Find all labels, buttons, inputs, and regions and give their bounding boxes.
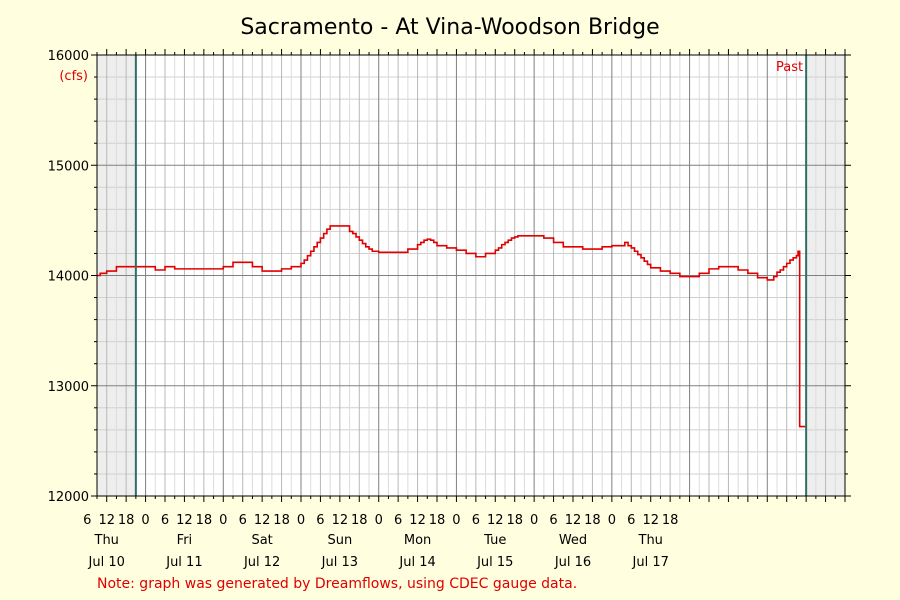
y-tick-label: 13000: [48, 380, 89, 395]
flow-series-line: [97, 225, 807, 428]
x-hour-tick-label: 12: [98, 513, 115, 528]
x-hour-tick-label: 0: [375, 513, 383, 528]
x-hour-tick-label: 0: [297, 513, 305, 528]
past-label: Past: [776, 60, 803, 75]
x-hour-tick-label: 12: [409, 513, 426, 528]
x-hour-tick-label: 18: [662, 513, 679, 528]
chart-title: Sacramento - At Vina-Woodson Bridge: [240, 15, 659, 40]
x-weekday-label: Wed: [559, 533, 587, 548]
x-date-label: Jul 16: [554, 555, 591, 570]
x-hour-tick-label: 6: [472, 513, 480, 528]
x-date-label: Jul 11: [165, 555, 202, 570]
x-weekday-label: Thu: [638, 533, 663, 548]
x-hour-tick-label: 6: [239, 513, 247, 528]
x-hour-tick-label: 0: [141, 513, 149, 528]
x-weekday-label: Tue: [483, 533, 506, 548]
x-hour-tick-label: 18: [273, 513, 290, 528]
x-date-label: Jul 10: [88, 555, 125, 570]
x-hour-tick-label: 12: [254, 513, 271, 528]
x-hour-tick-label: 6: [549, 513, 557, 528]
y-tick-label: 16000: [48, 49, 89, 64]
y-tick-label: 12000: [48, 490, 89, 505]
x-hour-tick-label: 6: [394, 513, 402, 528]
x-date-label: Jul 15: [476, 555, 513, 570]
x-hour-tick-label: 6: [83, 513, 91, 528]
x-weekday-label: Sun: [327, 533, 352, 548]
x-hour-tick-label: 18: [506, 513, 523, 528]
x-hour-tick-label: 6: [161, 513, 169, 528]
x-hour-tick-label: 0: [608, 513, 616, 528]
x-hour-tick-label: 0: [219, 513, 227, 528]
x-hour-tick-label: 6: [316, 513, 324, 528]
y-axis-unit-label: (cfs): [59, 69, 88, 84]
x-date-label: Jul 12: [243, 555, 280, 570]
x-hour-tick-label: 12: [565, 513, 582, 528]
x-hour-tick-label: 18: [196, 513, 213, 528]
x-hour-tick-label: 0: [452, 513, 460, 528]
x-weekday-label: Fri: [177, 533, 193, 548]
x-date-label: Jul 13: [321, 555, 358, 570]
x-date-label: Jul 17: [632, 555, 669, 570]
x-hour-tick-label: 12: [176, 513, 193, 528]
x-weekday-label: Mon: [404, 533, 431, 548]
x-hour-tick-label: 6: [627, 513, 635, 528]
x-hour-tick-label: 12: [332, 513, 349, 528]
x-hour-tick-label: 18: [118, 513, 135, 528]
x-hour-tick-label: 12: [487, 513, 504, 528]
x-hour-tick-label: 18: [429, 513, 446, 528]
y-tick-label: 14000: [48, 270, 89, 285]
x-hour-tick-label: 18: [351, 513, 368, 528]
x-hour-tick-label: 0: [530, 513, 538, 528]
x-weekday-label: Sat: [251, 533, 272, 548]
x-weekday-label: Thu: [94, 533, 119, 548]
x-hour-tick-label: 18: [584, 513, 601, 528]
y-tick-label: 15000: [48, 159, 89, 174]
source-note: Note: graph was generated by Dreamflows,…: [97, 576, 577, 592]
x-date-label: Jul 14: [398, 555, 435, 570]
x-hour-tick-label: 12: [642, 513, 659, 528]
